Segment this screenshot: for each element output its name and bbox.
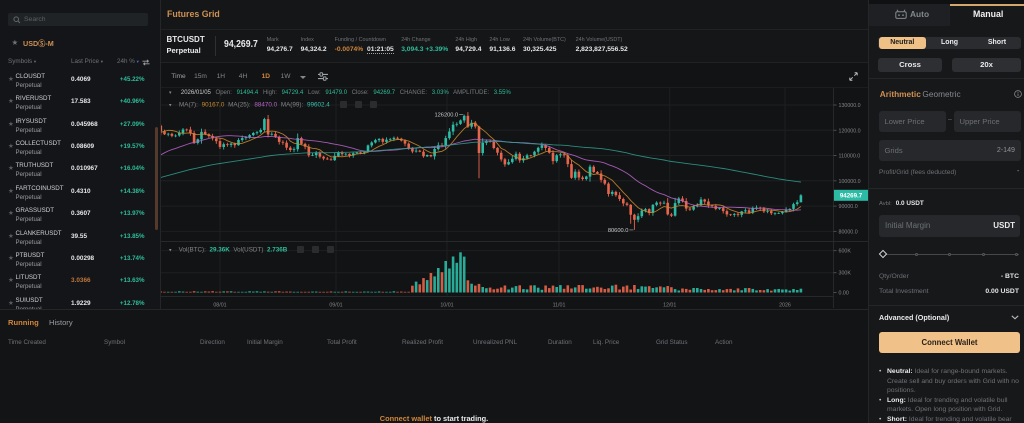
svg-text:130000.0: 130000.0 <box>839 103 861 109</box>
svg-text:80600.0: 80600.0 <box>608 228 629 234</box>
svg-text:100000.0: 100000.0 <box>839 179 861 185</box>
svg-text:0.00: 0.00 <box>839 291 849 297</box>
svg-text:10/01: 10/01 <box>440 303 453 309</box>
svg-text:94269.7: 94269.7 <box>840 193 863 200</box>
svg-text:2026: 2026 <box>779 303 791 309</box>
svg-text:110000.0: 110000.0 <box>839 154 861 160</box>
svg-text:120000.0: 120000.0 <box>839 128 861 134</box>
svg-text:80000.0: 80000.0 <box>839 229 858 235</box>
svg-text:300K: 300K <box>839 271 852 277</box>
svg-text:126200.0: 126200.0 <box>434 113 458 119</box>
svg-text:600K: 600K <box>839 249 852 255</box>
svg-text:08/01: 08/01 <box>213 303 226 309</box>
svg-text:90000.0: 90000.0 <box>839 204 858 210</box>
svg-text:11/01: 11/01 <box>553 303 566 309</box>
svg-text:09/01: 09/01 <box>329 303 342 309</box>
svg-text:12/01: 12/01 <box>663 303 676 309</box>
